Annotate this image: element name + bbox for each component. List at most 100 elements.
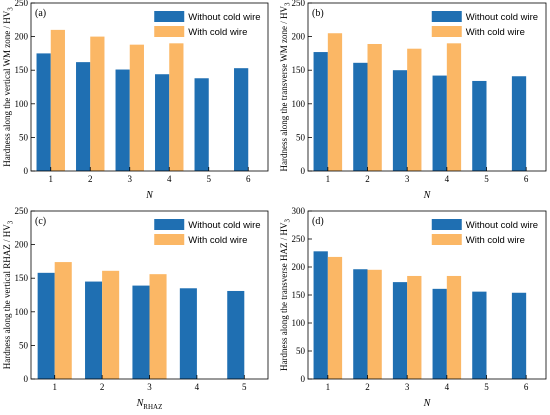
- panel-label: (c): [35, 216, 46, 227]
- y-tick-label: 0: [24, 166, 29, 176]
- bar-with-1: [54, 262, 72, 379]
- y-tick-label: 0: [301, 374, 306, 384]
- plot-frame: [307, 2, 547, 172]
- y-tick-label: 200: [15, 32, 29, 42]
- bar-with-4: [446, 275, 462, 379]
- bar-without-3: [132, 285, 150, 379]
- x-tick-label: 3: [405, 382, 410, 392]
- bar-without-6: [234, 68, 249, 171]
- bar-without-1: [36, 53, 51, 171]
- legend-label-without: Without cold wire: [188, 12, 260, 23]
- legend-label-with: With cold wire: [466, 235, 525, 246]
- y-axis-label-subscript: 3: [7, 7, 15, 11]
- y-tick-label: 150: [15, 273, 29, 283]
- y-tick-label: 50: [19, 132, 29, 142]
- y-axis-label-subscript: 3: [284, 2, 292, 6]
- x-tick-label: 1: [49, 174, 54, 184]
- y-tick-label: 200: [292, 262, 306, 272]
- x-tick-label: 3: [128, 174, 133, 184]
- y-tick-label: 150: [292, 65, 306, 75]
- bar-without-5: [227, 290, 245, 379]
- x-tick-label: 4: [445, 382, 450, 392]
- legend-label-without: Without cold wire: [466, 220, 538, 231]
- legend-swatch-with: [154, 26, 185, 37]
- chart-panel-c: 0 50 100 150 200 250 1 2 3 4 5 (c) Without cold wire…: [2, 206, 269, 411]
- x-tick-label: 5: [484, 382, 489, 392]
- x-tick-label: 6: [524, 174, 529, 184]
- legend-label-with: With cold wire: [188, 235, 247, 246]
- x-axis-label: N: [145, 190, 154, 201]
- x-axis-label-text: N: [423, 190, 432, 201]
- x-tick-label: 5: [207, 174, 212, 184]
- legend-label-with: With cold wire: [466, 27, 525, 38]
- legend-swatch-without: [154, 219, 185, 230]
- y-axis-label-subscript: 3: [7, 220, 15, 224]
- legend-swatch-without: [154, 11, 185, 22]
- plot-frame: [30, 2, 269, 172]
- bar-without-2: [85, 281, 103, 379]
- bar-without-2: [353, 62, 368, 171]
- bar-without-1: [37, 272, 55, 379]
- bar-with-2: [90, 36, 105, 171]
- bar-without-2: [76, 62, 91, 171]
- y-axis-label: Hardness along the vertical RHAZ / HV3: [2, 220, 15, 369]
- x-tick-label: 5: [484, 174, 489, 184]
- y-axis-label: Hardness along the transverse WM zone / …: [279, 2, 292, 172]
- y-tick-label: 50: [296, 132, 306, 142]
- bar-with-3: [129, 44, 144, 171]
- bar-with-1: [50, 29, 65, 171]
- bar-without-5: [194, 78, 209, 171]
- y-tick-label: 150: [15, 65, 29, 75]
- x-tick-label: 2: [100, 382, 105, 392]
- x-tick-label: 4: [195, 382, 200, 392]
- chart-panel-d: 0 50 100 150 200 250 300 1 2 3 4 5 6 (d) Without cold …: [279, 206, 547, 409]
- x-tick-label: 3: [405, 174, 410, 184]
- bar-without-6: [511, 292, 527, 379]
- y-axis-label-text: Hardness along the transverse WM zone / …: [279, 5, 289, 171]
- y-tick-label: 100: [15, 307, 29, 317]
- bar-with-2: [102, 270, 120, 379]
- x-axis-label: N: [423, 190, 432, 201]
- y-axis-label: Hardness along the vertical WM zone / HV…: [2, 7, 15, 167]
- bar-without-3: [115, 69, 130, 171]
- bar-without-5: [472, 291, 487, 379]
- bar-without-1: [313, 52, 328, 171]
- x-axis-label-text: N: [136, 398, 145, 409]
- x-tick-label: 1: [52, 382, 57, 392]
- bar-with-4: [169, 43, 184, 171]
- panel-label: (a): [35, 8, 46, 19]
- bar-without-5: [472, 80, 487, 171]
- bar-without-4: [155, 74, 170, 171]
- y-axis-label: Hardness along the transverse HAZ / HV3: [279, 219, 292, 371]
- legend-label-without: Without cold wire: [466, 12, 538, 23]
- y-tick-label: 150: [292, 290, 306, 300]
- y-tick-label: 200: [15, 240, 29, 250]
- bar-without-4: [432, 288, 447, 379]
- y-tick-label: 50: [296, 346, 306, 356]
- y-axis-label-text: Hardness along the vertical RHAZ / HV: [2, 224, 12, 369]
- x-axis-label-subscript: RHAZ: [143, 403, 162, 411]
- legend-swatch-with: [154, 234, 185, 245]
- bar-without-3: [392, 70, 408, 171]
- bar-without-2: [353, 269, 368, 379]
- x-tick-label: 4: [167, 174, 172, 184]
- y-axis-label-subscript: 3: [284, 219, 292, 223]
- legend-swatch-with: [431, 26, 462, 37]
- y-axis-label-text: Hardness along the vertical WM zone / HV: [2, 10, 12, 167]
- bar-with-1: [327, 33, 343, 171]
- x-axis-label-text: N: [423, 398, 432, 409]
- bar-with-2: [367, 269, 382, 379]
- x-tick-label: 2: [88, 174, 93, 184]
- bar-without-4: [179, 288, 197, 379]
- y-tick-label: 50: [19, 340, 29, 350]
- bar-with-3: [407, 275, 422, 379]
- y-tick-label: 0: [301, 166, 306, 176]
- x-tick-label: 1: [326, 382, 331, 392]
- y-tick-label: 100: [292, 99, 306, 109]
- y-tick-label: 200: [292, 32, 306, 42]
- bar-with-3: [407, 48, 422, 171]
- y-tick-label: 250: [292, 234, 306, 244]
- x-tick-label: 2: [365, 382, 370, 392]
- legend-swatch-with: [431, 234, 462, 245]
